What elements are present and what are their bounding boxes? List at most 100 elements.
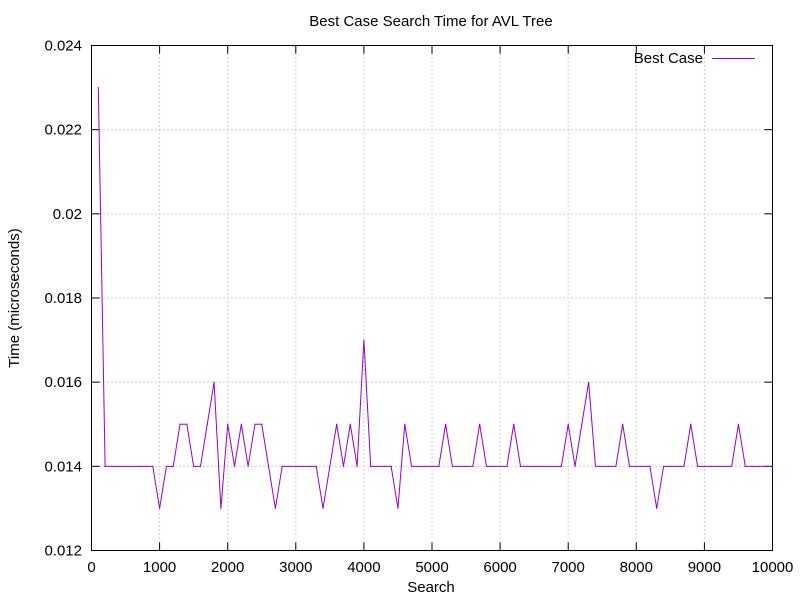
data-point <box>404 423 406 425</box>
legend-label: Best Case <box>634 50 703 67</box>
series-layer <box>97 86 774 510</box>
y-axis-label: Time (microseconds) <box>6 228 23 367</box>
x-axis-label: Search <box>407 579 455 596</box>
data-point <box>329 465 331 467</box>
data-point <box>703 465 706 467</box>
data-point <box>594 465 597 467</box>
axis-ticks: 0 1000 2000 3000 4000 5000 6000 7000 8000 9000 100… <box>44 38 793 577</box>
legend: Best Case <box>634 50 755 67</box>
y-tick-label: 0.024 <box>44 38 82 55</box>
x-tick-label: 9000 <box>688 559 721 576</box>
y-tick-label: 0.016 <box>44 374 82 391</box>
x-tick-label: 2000 <box>211 559 244 576</box>
data-point <box>506 465 508 467</box>
data-point <box>193 465 195 467</box>
y-tick-label: 0.012 <box>44 543 82 560</box>
data-point <box>213 381 215 383</box>
data-point <box>302 465 304 467</box>
data-point <box>145 465 147 467</box>
data-point <box>111 465 113 467</box>
data-point <box>553 465 556 467</box>
data-point <box>771 465 774 467</box>
data-point <box>744 465 746 467</box>
y-tick-label: 0.022 <box>44 122 82 139</box>
data-point <box>376 465 379 467</box>
data-point <box>669 465 671 467</box>
data-point <box>519 465 522 467</box>
data-point <box>186 423 188 425</box>
data-point <box>731 465 733 467</box>
data-point <box>445 423 447 425</box>
data-point <box>131 465 133 467</box>
data-point <box>206 423 208 425</box>
data-point <box>172 465 174 467</box>
x-tick-label: 5000 <box>415 559 448 576</box>
data-point <box>492 465 494 467</box>
y-tick-label: 0.018 <box>44 290 82 307</box>
data-point <box>288 465 290 467</box>
data-point <box>676 465 678 467</box>
y-tick-label: 0.014 <box>44 458 82 475</box>
data-point <box>199 465 202 467</box>
data-point <box>485 465 488 467</box>
x-tick-label: 10000 <box>752 559 794 576</box>
data-point <box>267 465 270 467</box>
data-point <box>683 465 685 467</box>
data-point <box>601 465 603 467</box>
data-point <box>737 423 740 425</box>
data-point <box>472 465 474 467</box>
data-point <box>424 465 426 467</box>
data-point <box>588 381 590 383</box>
x-tick-label: 0 <box>87 559 95 576</box>
data-point <box>710 465 712 467</box>
data-point <box>690 423 692 425</box>
x-tick-label: 7000 <box>552 559 585 576</box>
data-point <box>322 507 324 510</box>
data-point <box>649 465 651 467</box>
data-point <box>615 465 617 467</box>
data-point <box>758 465 760 467</box>
data-point <box>431 465 433 467</box>
data-point <box>363 339 365 341</box>
data-point <box>315 465 317 467</box>
series-line-best-case <box>97 87 773 509</box>
data-point <box>220 507 222 510</box>
data-point <box>479 423 481 425</box>
x-tick-label: 4000 <box>347 559 380 576</box>
data-point <box>159 507 161 510</box>
data-point <box>308 465 311 467</box>
data-point <box>765 465 767 467</box>
data-point <box>179 423 181 425</box>
data-point <box>635 465 637 467</box>
data-point <box>274 507 276 510</box>
data-point <box>295 465 297 467</box>
data-point <box>533 465 535 467</box>
data-point <box>342 465 345 467</box>
data-point <box>608 465 610 467</box>
data-point <box>336 423 338 425</box>
data-point <box>410 465 413 467</box>
data-point <box>390 465 392 467</box>
data-point <box>438 465 440 467</box>
data-point <box>281 465 283 467</box>
data-point <box>656 507 658 510</box>
x-tick-label: 6000 <box>483 559 516 576</box>
data-point <box>567 423 569 425</box>
data-point <box>383 465 385 467</box>
data-point <box>349 423 351 425</box>
data-point <box>451 465 454 467</box>
data-point <box>165 465 168 467</box>
data-point <box>622 423 624 425</box>
data-point <box>138 465 140 467</box>
data-point <box>547 465 549 467</box>
data-point <box>696 465 699 467</box>
data-point <box>574 465 576 467</box>
data-point <box>628 465 631 467</box>
data-point <box>254 423 256 425</box>
x-tick-label: 3000 <box>279 559 312 576</box>
data-point <box>581 423 583 425</box>
x-tick-label: 8000 <box>620 559 653 576</box>
data-point <box>97 86 99 89</box>
data-point <box>356 465 358 467</box>
